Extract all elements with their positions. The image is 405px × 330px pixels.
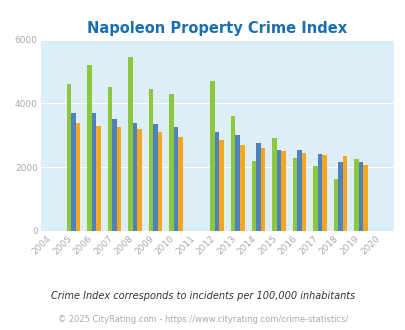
Bar	[219, 140, 224, 231]
Bar	[358, 162, 362, 231]
Title: Napoleon Property Crime Index: Napoleon Property Crime Index	[87, 21, 346, 36]
Bar	[92, 113, 96, 231]
Bar	[117, 127, 121, 231]
Bar	[292, 158, 296, 231]
Bar	[128, 57, 132, 231]
Bar	[137, 129, 141, 231]
Bar	[71, 113, 75, 231]
Text: © 2025 CityRating.com - https://www.cityrating.com/crime-statistics/: © 2025 CityRating.com - https://www.city…	[58, 315, 347, 324]
Bar	[317, 154, 321, 231]
Bar	[312, 166, 317, 231]
Bar	[214, 132, 219, 231]
Bar	[260, 148, 264, 231]
Bar	[132, 122, 137, 231]
Bar	[256, 143, 260, 231]
Bar	[271, 139, 276, 231]
Bar	[75, 122, 80, 231]
Bar	[153, 124, 158, 231]
Bar	[251, 161, 256, 231]
Bar	[296, 150, 301, 231]
Bar	[112, 119, 117, 231]
Bar	[333, 179, 337, 231]
Bar	[337, 162, 342, 231]
Bar	[276, 150, 280, 231]
Bar	[362, 165, 367, 231]
Bar	[66, 84, 71, 231]
Bar	[301, 153, 305, 231]
Bar	[169, 94, 173, 231]
Bar	[235, 135, 239, 231]
Bar	[149, 89, 153, 231]
Bar	[230, 116, 235, 231]
Bar	[178, 137, 183, 231]
Bar	[87, 65, 92, 231]
Bar	[280, 151, 285, 231]
Bar	[173, 127, 178, 231]
Bar	[321, 155, 326, 231]
Bar	[107, 87, 112, 231]
Bar	[342, 156, 346, 231]
Bar	[96, 126, 100, 231]
Bar	[239, 145, 244, 231]
Bar	[158, 132, 162, 231]
Bar	[210, 81, 214, 231]
Bar	[353, 159, 358, 231]
Text: Crime Index corresponds to incidents per 100,000 inhabitants: Crime Index corresponds to incidents per…	[51, 291, 354, 301]
